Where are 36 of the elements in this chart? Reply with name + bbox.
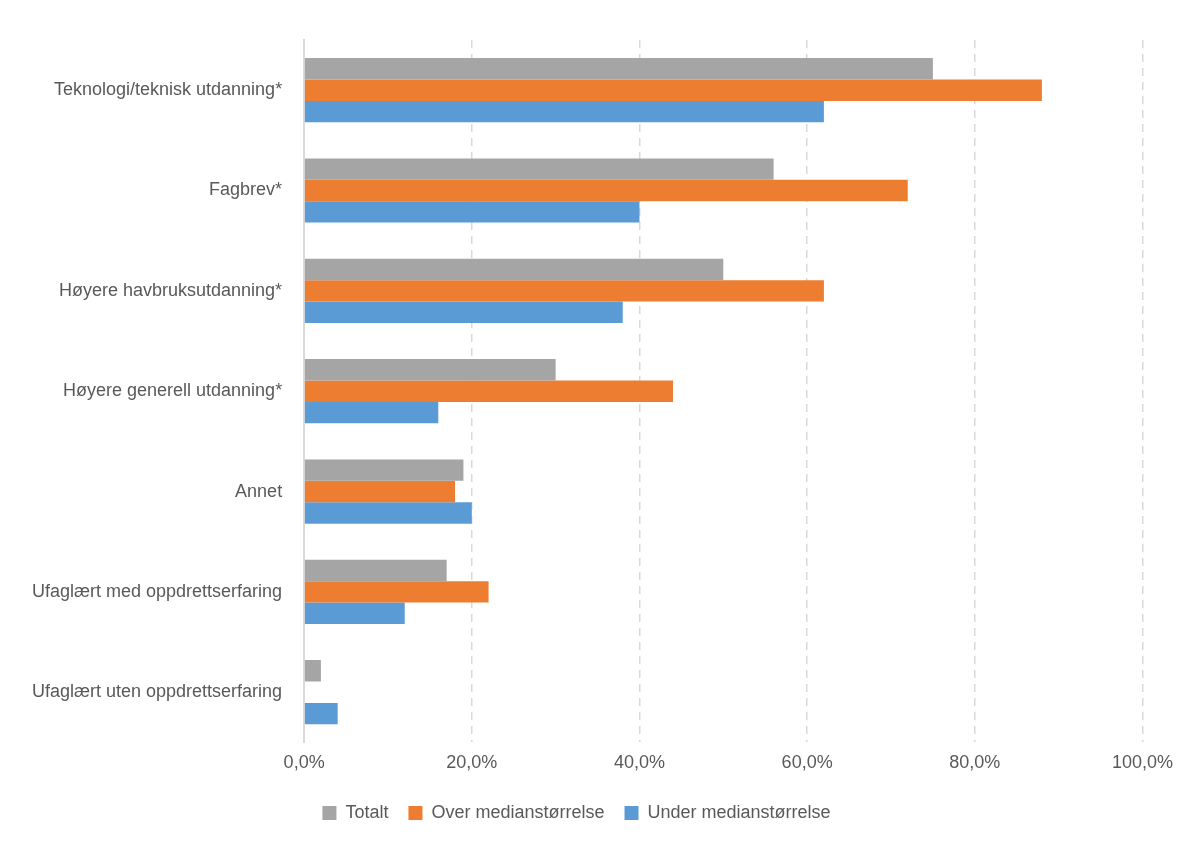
bar [304, 58, 933, 80]
x-tick-label: 0,0% [283, 752, 325, 773]
bar [304, 158, 774, 180]
bar [304, 258, 724, 281]
bar [304, 359, 556, 381]
legend-label: Under medianstørrelse [647, 801, 831, 822]
bar [304, 502, 472, 524]
bar [304, 301, 623, 323]
bar [304, 179, 908, 202]
x-tick-label: 20,0% [446, 752, 498, 773]
bar [304, 660, 321, 682]
x-tick-label: 60,0% [781, 752, 833, 773]
bar [304, 401, 439, 424]
bar [304, 79, 1042, 101]
y-tick-label: Høyere generell utdanning* [63, 380, 283, 401]
bar [304, 581, 489, 603]
legend-label: Totalt [345, 801, 389, 822]
y-tick-label: Høyere havbruksutdanning* [59, 279, 283, 300]
bar [304, 380, 674, 402]
bar [304, 480, 456, 503]
bar [304, 100, 824, 123]
x-tick-label: 100,0% [1111, 752, 1174, 773]
y-tick-label: Ufaglært uten oppdrettserfaring [32, 681, 283, 702]
y-tick-label: Annet [235, 480, 283, 501]
bar [304, 201, 640, 223]
bar [304, 280, 824, 302]
y-tick-label: Fagbrev* [209, 179, 283, 200]
bar [304, 702, 338, 725]
bar [304, 459, 464, 481]
x-tick-label: 40,0% [613, 752, 665, 773]
bar [304, 602, 405, 624]
legend-label: Over medianstørrelse [431, 801, 605, 822]
bar [304, 559, 447, 582]
y-tick-label: Teknologi/teknisk utdanning* [53, 79, 283, 100]
x-tick-label: 80,0% [949, 752, 1001, 773]
y-tick-label: Ufaglært med oppdrettserfaring [32, 580, 283, 601]
